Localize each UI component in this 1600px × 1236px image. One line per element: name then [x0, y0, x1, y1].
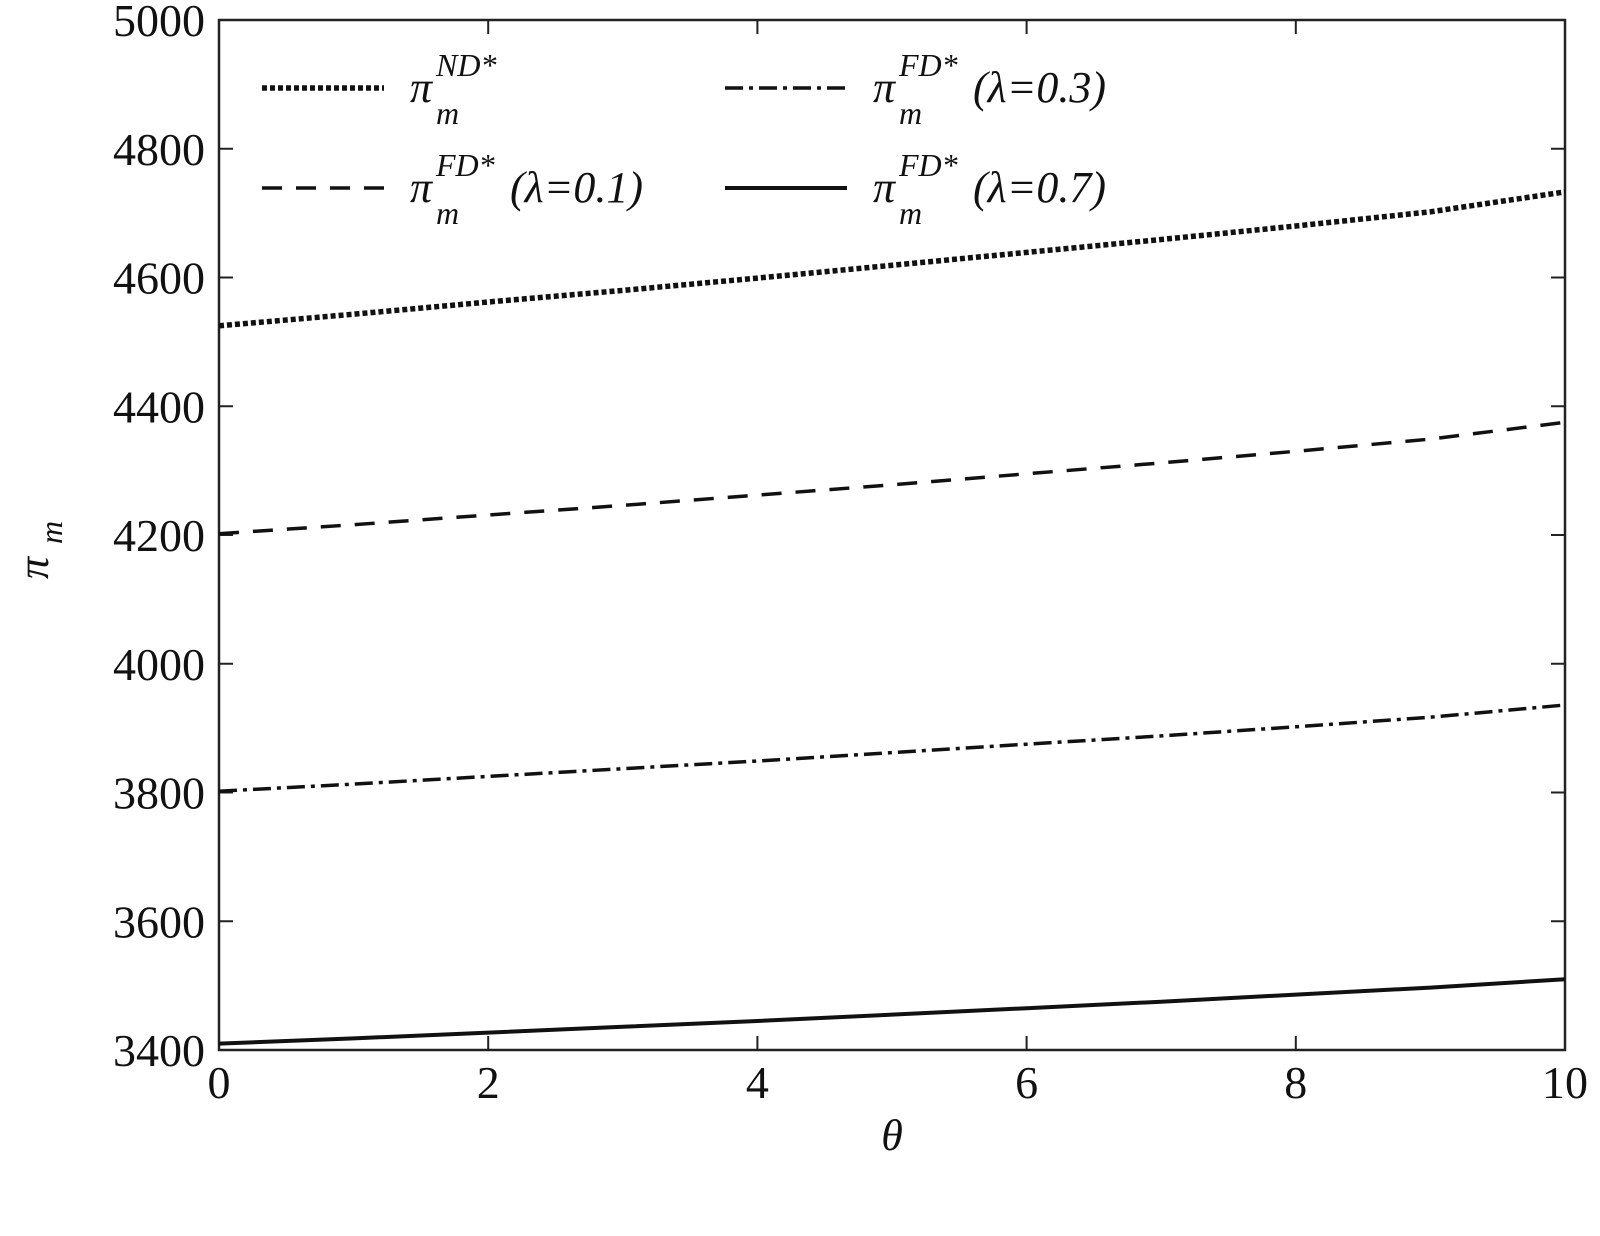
- legend-entry: π FD* m (λ=0.3): [725, 47, 1106, 131]
- legend-entry: π FD* m (λ=0.7): [725, 147, 1106, 231]
- legend-superscript: FD*: [898, 147, 958, 183]
- legend-subscript: m: [899, 95, 922, 131]
- legend-superscript: FD*: [435, 147, 495, 183]
- series-lines: [218, 189, 1566, 1046]
- x-tick-label: 4: [746, 1057, 769, 1108]
- legend-suffix: (λ=0.7): [973, 163, 1106, 212]
- x-tick-label: 0: [208, 1057, 231, 1108]
- legend-subscript: m: [436, 95, 459, 131]
- legend-suffix: (λ=0.3): [973, 63, 1106, 112]
- y-tick-label: 5000: [113, 0, 205, 46]
- y-tick-label: 4400: [113, 381, 205, 432]
- legend-symbol: π: [873, 63, 897, 112]
- axis-labels: θ πm: [9, 521, 903, 1160]
- axes: 0 2 4 6 8 10 3400 3600 3800 4000 4200 4400 4600 4800 5…: [113, 0, 1588, 1108]
- y-tick-label: 3600: [113, 896, 205, 947]
- series-line-dashed: [218, 420, 1566, 536]
- y-tick-label: 4200: [113, 510, 205, 561]
- y-axis-label-subscript: m: [33, 521, 69, 544]
- y-tick-label: 4000: [113, 639, 205, 690]
- legend-symbol: π: [410, 63, 434, 112]
- series-line-dotted: [218, 189, 1566, 329]
- series-line-dashdot: [218, 703, 1566, 793]
- legend-superscript: ND*: [435, 47, 496, 83]
- y-tick-label: 4600: [113, 253, 205, 304]
- y-tick-label: 3800: [113, 768, 205, 819]
- x-tick-label: 10: [1542, 1057, 1588, 1108]
- legend-symbol: π: [873, 163, 897, 212]
- legend-subscript: m: [436, 195, 459, 231]
- y-axis-label-symbol: π: [9, 555, 58, 579]
- x-tick-label: 8: [1284, 1057, 1307, 1108]
- y-axis-label: πm: [9, 521, 69, 579]
- y-tick-label: 3400: [113, 1025, 205, 1076]
- y-tick-label: 4800: [113, 124, 205, 175]
- legend-subscript: m: [899, 195, 922, 231]
- x-axis-label: θ: [881, 1111, 903, 1160]
- legend-entry: π FD* m (λ=0.1): [262, 147, 643, 231]
- legend: π ND*mπ FD*m(λ=0.3)π FD*m(λ=0.1) π FD*m(λ=0.7…: [262, 47, 1106, 231]
- legend-superscript: FD*: [898, 47, 958, 83]
- x-tick-label: 2: [477, 1057, 500, 1108]
- legend-symbol: π: [410, 163, 434, 212]
- x-tick-label: 6: [1015, 1057, 1038, 1108]
- legend-entry: π ND* m: [262, 47, 496, 131]
- series-line-solid: [218, 977, 1566, 1046]
- legend-suffix: (λ=0.1): [510, 163, 643, 212]
